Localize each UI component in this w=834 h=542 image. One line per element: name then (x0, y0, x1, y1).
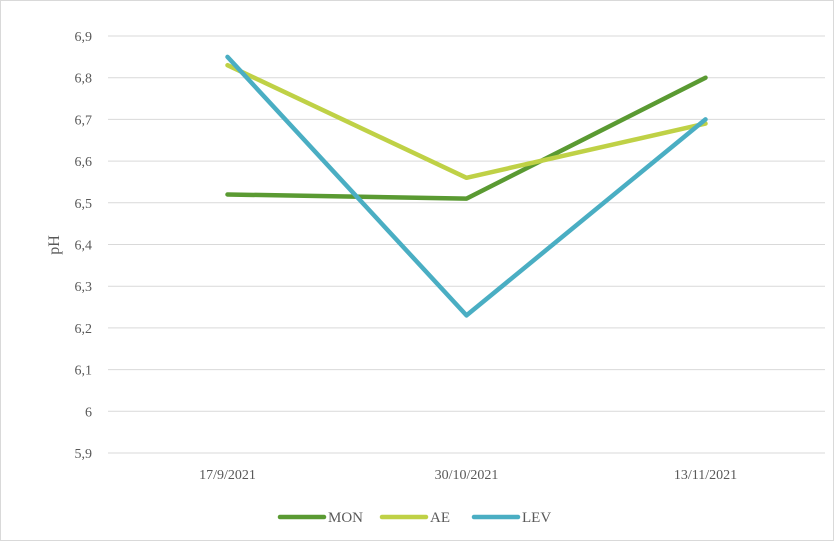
x-axis-ticks: 17/9/2021 30/10/2021 13/11/2021 (199, 468, 737, 483)
y-axis-ticks: 6,9 6,8 6,7 6,6 6,5 6,4 6,3 6,2 6,1 6 5,9 (75, 30, 93, 462)
legend-label: LEV (522, 510, 551, 526)
y-tick-label: 6 (85, 405, 92, 420)
y-tick-label: 6,1 (75, 364, 93, 379)
y-tick-label: 6,4 (75, 239, 93, 254)
series-line-lev (225, 54, 708, 318)
y-tick-label: 6,7 (75, 113, 93, 128)
gridlines (108, 35, 825, 454)
series-line-mon (225, 75, 708, 201)
y-tick-label: 6,6 (75, 155, 93, 170)
legend-label: AE (430, 510, 450, 526)
legend: MON AE LEV (277, 510, 551, 526)
y-tick-label: 6,8 (75, 72, 93, 87)
y-tick-label: 6,9 (75, 30, 93, 45)
y-tick-label: 6,2 (75, 322, 93, 337)
legend-item-mon: MON (277, 510, 363, 526)
y-axis-title: pH (46, 235, 63, 255)
legend-item-lev: LEV (471, 510, 551, 526)
x-tick-label: 17/9/2021 (199, 468, 256, 483)
x-tick-label: 30/10/2021 (435, 468, 499, 483)
x-tick-label: 13/11/2021 (674, 468, 737, 483)
y-tick-label: 5,9 (75, 447, 93, 462)
y-tick-label: 6,3 (75, 280, 93, 295)
legend-label: MON (328, 510, 363, 526)
series-line-ae (225, 62, 708, 181)
legend-item-ae: AE (379, 510, 450, 526)
y-tick-label: 6,5 (75, 197, 93, 212)
series-lines (225, 54, 708, 318)
